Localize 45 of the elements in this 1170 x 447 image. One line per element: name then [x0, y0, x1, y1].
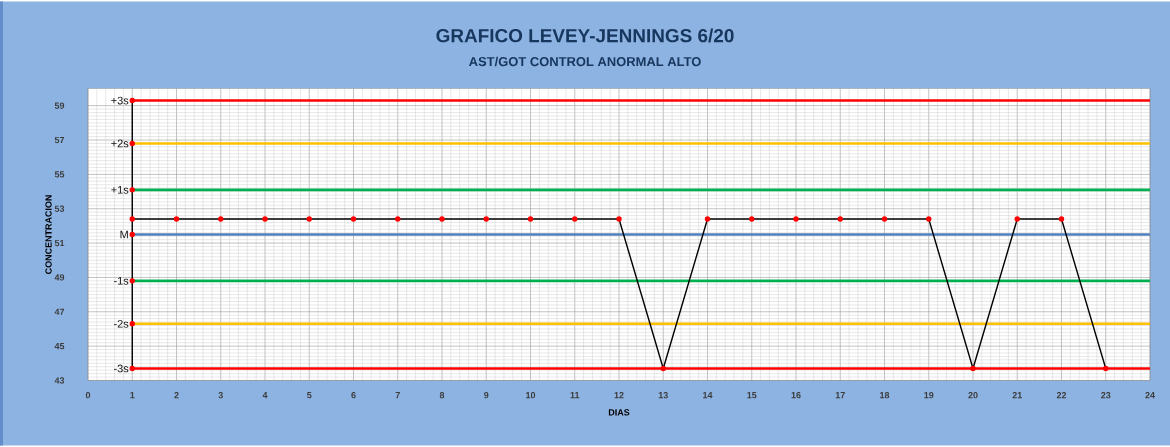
x-tick-label: 6	[351, 392, 356, 399]
ref-line-label: -2s	[114, 319, 129, 328]
x-tick-label: 19	[924, 392, 934, 399]
y-axis-title: CONCENTRACION	[45, 195, 52, 274]
y-tick-label: 45	[54, 343, 65, 350]
x-tick-label: 4	[262, 392, 268, 399]
y-tick-label: 59	[54, 102, 65, 109]
y-tick-label: 49	[54, 274, 65, 281]
ref-line-label: M	[120, 230, 128, 239]
y-tick-label: 53	[54, 205, 65, 212]
ref-line-label: +1s	[111, 186, 129, 194]
chart-subtitle: AST/GOT CONTROL ANORMAL ALTO	[469, 56, 701, 67]
x-tick-label: 8	[439, 392, 445, 399]
x-tick-label: 3	[218, 392, 223, 399]
x-axis-title: DIAS	[608, 409, 630, 416]
x-tick-label: 17	[835, 392, 845, 399]
x-tick-label: 23	[1101, 392, 1111, 399]
x-tick-label: 2	[174, 392, 179, 399]
x-tick-label: 7	[395, 392, 400, 399]
ref-line-label: -3s	[114, 364, 129, 373]
y-tick-label: 47	[54, 308, 65, 315]
x-tick-label: 14	[703, 392, 713, 399]
ref-line-label: -1s	[114, 277, 129, 285]
ref-line-label: +2s	[111, 139, 129, 148]
x-tick-label: 0	[85, 392, 91, 399]
x-tick-label: 9	[484, 392, 489, 399]
x-tick-label: 20	[968, 392, 978, 399]
y-tick-label: 57	[54, 136, 65, 144]
x-tick-label: 10	[526, 392, 536, 399]
x-tick-label: 13	[658, 392, 668, 399]
x-tick-label: 22	[1056, 392, 1067, 399]
y-tick-label: 51	[54, 239, 65, 247]
x-tick-label: 11	[570, 392, 580, 399]
x-tick-label: 1	[130, 392, 135, 399]
x-tick-label: 16	[791, 392, 801, 399]
x-tick-label: 18	[880, 392, 890, 399]
y-tick-label: 43	[54, 377, 65, 384]
x-tick-label: 21	[1012, 392, 1022, 399]
x-tick-label: 15	[747, 392, 757, 399]
x-tick-label: 5	[307, 392, 312, 399]
ref-line-label: +3s	[111, 96, 129, 105]
x-tick-label: 24	[1145, 392, 1155, 399]
y-tick-label: 55	[54, 171, 65, 178]
chart-title: GRAFICO LEVEY-JENNINGS 6/20	[436, 28, 734, 43]
x-tick-label: 12	[614, 392, 624, 399]
